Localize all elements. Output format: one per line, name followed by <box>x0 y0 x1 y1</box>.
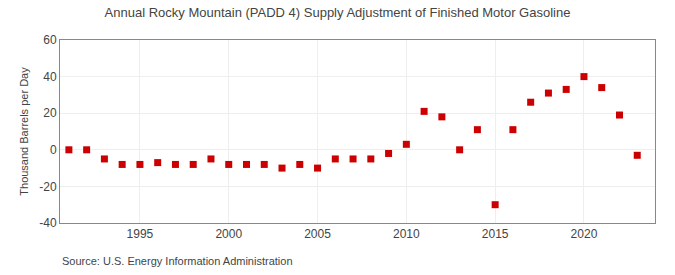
svg-text:60: 60 <box>43 33 57 47</box>
svg-text:20: 20 <box>43 106 57 120</box>
svg-text:Annual Rocky Mountain (PADD 4): Annual Rocky Mountain (PADD 4) Supply Ad… <box>105 5 571 20</box>
svg-text:1995: 1995 <box>127 227 154 241</box>
svg-text:40: 40 <box>43 70 57 84</box>
svg-text:Source: U.S. Energy Informatio: Source: U.S. Energy Information Administ… <box>62 255 293 267</box>
svg-text:-20: -20 <box>39 180 57 194</box>
svg-text:2005: 2005 <box>304 227 331 241</box>
svg-text:2020: 2020 <box>571 227 598 241</box>
svg-text:Thousand Barrels per Day: Thousand Barrels per Day <box>18 67 30 196</box>
svg-text:-40: -40 <box>39 216 57 230</box>
svg-text:2015: 2015 <box>482 227 509 241</box>
svg-text:2010: 2010 <box>393 227 420 241</box>
svg-text:0: 0 <box>50 143 57 157</box>
svg-text:2000: 2000 <box>215 227 242 241</box>
